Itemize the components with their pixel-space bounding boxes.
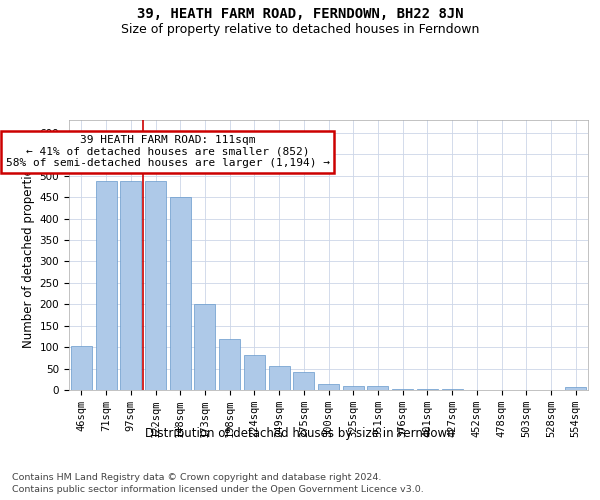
Bar — [219, 338, 240, 390]
Bar — [170, 197, 191, 390]
Bar — [417, 389, 438, 390]
Bar — [293, 372, 314, 390]
Bar — [95, 182, 116, 390]
Bar — [145, 182, 166, 390]
Text: 39 HEATH FARM ROAD: 111sqm
← 41% of detached houses are smaller (852)
58% of sem: 39 HEATH FARM ROAD: 111sqm ← 41% of deta… — [6, 135, 330, 168]
Bar — [392, 388, 413, 390]
Bar — [269, 366, 290, 390]
Bar — [71, 346, 92, 390]
Y-axis label: Number of detached properties: Number of detached properties — [22, 162, 35, 348]
Bar — [367, 386, 388, 390]
Bar — [120, 182, 141, 390]
Text: Contains public sector information licensed under the Open Government Licence v3: Contains public sector information licen… — [12, 485, 424, 494]
Bar — [244, 355, 265, 390]
Bar — [318, 384, 339, 390]
Text: Size of property relative to detached houses in Ferndown: Size of property relative to detached ho… — [121, 22, 479, 36]
Text: Distribution of detached houses by size in Ferndown: Distribution of detached houses by size … — [145, 428, 455, 440]
Bar — [442, 389, 463, 390]
Bar — [343, 386, 364, 390]
Text: 39, HEATH FARM ROAD, FERNDOWN, BH22 8JN: 39, HEATH FARM ROAD, FERNDOWN, BH22 8JN — [137, 8, 463, 22]
Bar — [565, 388, 586, 390]
Text: Contains HM Land Registry data © Crown copyright and database right 2024.: Contains HM Land Registry data © Crown c… — [12, 472, 382, 482]
Bar — [194, 304, 215, 390]
